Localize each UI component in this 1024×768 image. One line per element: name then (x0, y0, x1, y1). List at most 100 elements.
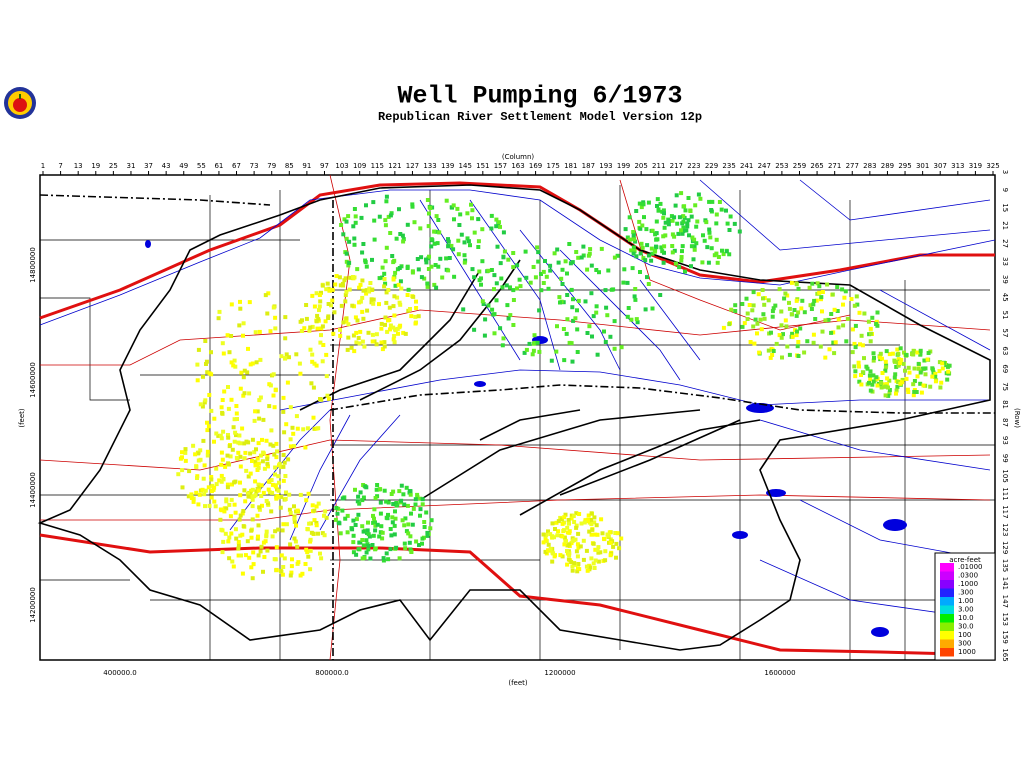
cell (236, 450, 241, 455)
cell (594, 304, 599, 309)
cell (486, 268, 491, 273)
cell (402, 541, 407, 546)
cell (859, 333, 864, 338)
cell (354, 517, 359, 522)
cell (794, 282, 799, 287)
column-tick-label: 265 (810, 162, 823, 170)
cell (240, 571, 245, 576)
cell (234, 404, 239, 408)
cell (391, 325, 396, 330)
cell (235, 417, 239, 421)
cell (360, 250, 365, 255)
cell (360, 278, 365, 283)
cell (234, 411, 239, 416)
column-tick-label: 127 (406, 162, 419, 170)
cell (223, 464, 228, 469)
cell (373, 523, 378, 528)
cell (670, 218, 675, 223)
cell (330, 298, 335, 303)
subtitle: Republican River Settlement Model Versio… (378, 110, 702, 124)
column-tick-label: 169 (529, 162, 542, 170)
cell (579, 521, 584, 526)
cell (393, 509, 397, 514)
cell (361, 529, 366, 534)
cell (384, 551, 389, 556)
cell (217, 309, 222, 314)
cell (576, 566, 580, 571)
cell (320, 283, 325, 288)
cell (594, 310, 599, 315)
cell (240, 426, 245, 431)
cell (524, 347, 529, 352)
cell (581, 244, 586, 249)
cell (281, 565, 286, 569)
cell (276, 527, 281, 532)
cell (281, 453, 286, 457)
cell (217, 478, 222, 483)
cell (367, 286, 372, 291)
cell (794, 298, 799, 303)
cell (370, 543, 375, 547)
cell (265, 548, 270, 553)
cell (690, 235, 695, 240)
cell (456, 252, 461, 257)
cell (634, 254, 639, 259)
cell (566, 518, 571, 522)
cell (787, 352, 792, 357)
cell (868, 331, 873, 336)
cell (353, 220, 358, 225)
cell (221, 429, 226, 434)
cell (233, 510, 238, 515)
cell (327, 288, 332, 293)
cell (745, 317, 750, 321)
cell (568, 261, 573, 266)
cell (615, 531, 620, 536)
cell (266, 291, 271, 296)
legend-swatch (940, 622, 954, 631)
cell (324, 374, 329, 379)
cell (412, 220, 417, 225)
cell (787, 300, 791, 305)
cell (265, 461, 270, 466)
cell (812, 298, 817, 303)
cell (653, 248, 658, 253)
cell (753, 317, 758, 322)
cell (311, 531, 316, 536)
cell (424, 260, 429, 265)
cell (391, 337, 396, 342)
cell (312, 304, 317, 309)
cell (370, 287, 375, 292)
cell (440, 275, 445, 280)
cell (548, 263, 553, 268)
cell (843, 289, 848, 294)
cell (399, 483, 404, 488)
cell (502, 249, 507, 254)
cell (577, 512, 582, 516)
cell (489, 213, 494, 218)
cell (613, 531, 618, 535)
cell (661, 234, 666, 239)
cell (399, 498, 404, 503)
cell (410, 270, 415, 275)
cell (227, 556, 232, 561)
cell (260, 459, 265, 464)
cell (673, 203, 678, 208)
cell (205, 428, 210, 433)
cell (230, 559, 235, 564)
cell (407, 540, 412, 545)
cell (268, 383, 273, 388)
cell (740, 324, 745, 329)
cell (868, 369, 873, 374)
cell (314, 504, 319, 509)
cell (198, 402, 203, 407)
cell (398, 323, 403, 328)
cell (541, 269, 546, 274)
cell (589, 517, 594, 522)
column-tick-label: 103 (335, 162, 348, 170)
cell (402, 523, 407, 528)
cell (379, 321, 384, 326)
cell (642, 215, 646, 220)
cell (940, 366, 945, 371)
cell (401, 237, 406, 242)
cell (250, 361, 255, 366)
